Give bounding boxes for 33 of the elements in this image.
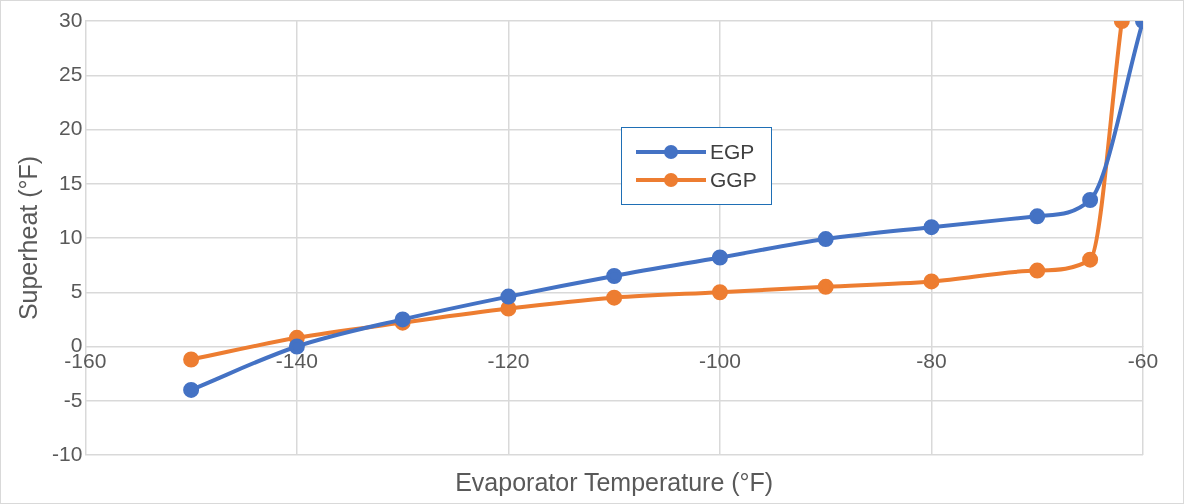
y-tick-label: 30 [58,7,83,31]
point [288,338,305,355]
y-tick-label: 25 [58,62,83,86]
point [1029,262,1046,279]
y-axis-title: Superheat (°F) [13,155,42,321]
point [1082,251,1099,268]
point [923,273,940,290]
y-tick-label: -10 [51,441,83,465]
y-tick-label: -5 [63,387,83,411]
y-tick-label: 15 [58,170,83,194]
point [1029,208,1046,225]
point [711,284,728,301]
point [183,351,200,368]
y-tick-label: 10 [58,224,83,248]
legend-label: EGP [710,140,755,164]
point [817,231,834,248]
point [500,288,517,305]
x-axis-title: Evaporator Temperature (°F) [455,468,774,497]
y-tick-label: 5 [70,279,83,303]
point [606,289,623,306]
legend-label: GGP [710,168,757,192]
y-tick-label: 20 [58,116,83,140]
x-tick-label: -60 [1127,348,1159,372]
x-tick-label: -100 [698,348,741,372]
point [1082,192,1099,209]
point [923,219,940,236]
point [711,249,728,266]
x-tick-label: -80 [916,348,947,372]
x-tick-label: -120 [487,348,530,372]
x-tick-label: -140 [275,348,318,372]
point [183,381,200,398]
point [817,278,834,295]
point [606,267,623,284]
